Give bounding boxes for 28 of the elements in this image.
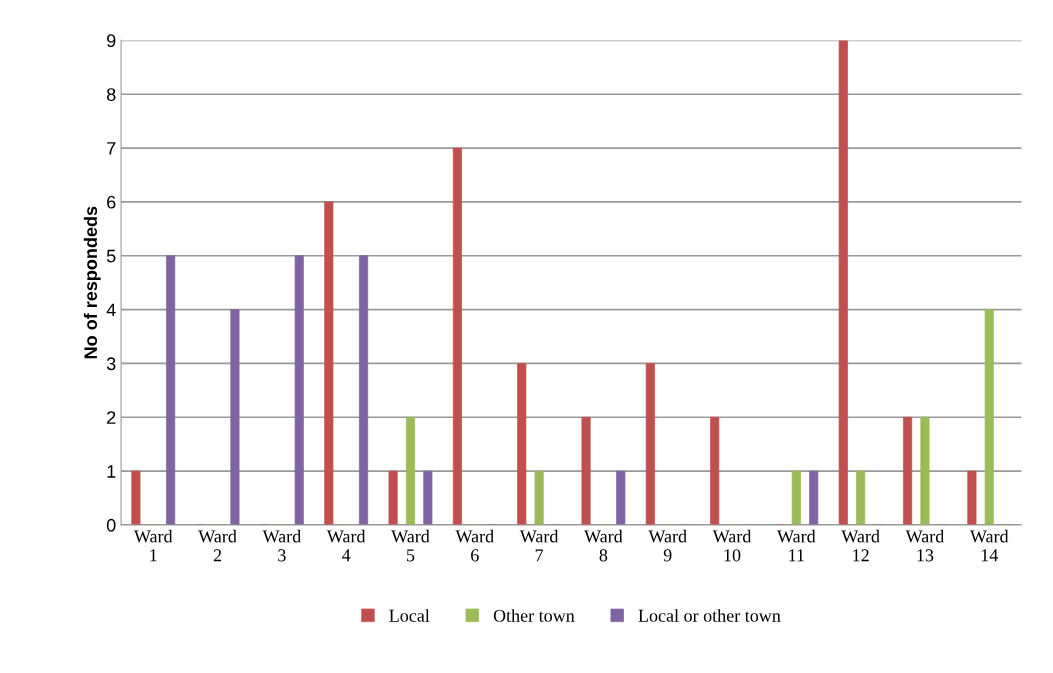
x-tick-label: Ward 14: [969, 529, 1009, 562]
x-tick-label: Ward 4: [326, 529, 366, 562]
y-tick-label: 0: [106, 518, 116, 532]
x-tick-label: Ward 2: [198, 529, 237, 562]
x-tick-label: Ward 7: [519, 529, 559, 562]
y-tick-label: 8: [106, 88, 116, 101]
legend-label: Local or other town: [638, 609, 781, 622]
x-tick-label: Ward 11: [777, 529, 816, 562]
y-tick-label: 2: [107, 411, 116, 424]
x-tick-label: Ward 3: [262, 529, 301, 562]
legend-label: Local: [389, 609, 430, 622]
x-tick-label: Ward 9: [648, 529, 687, 562]
y-tick-label: 9: [107, 34, 116, 48]
y-tick-label: 7: [107, 142, 116, 155]
x-tick-label: Ward 13: [905, 529, 945, 562]
y-axis-title: No of respondeds: [83, 206, 101, 359]
y-tick-label: 3: [106, 357, 116, 371]
y-tick-label: 5: [106, 249, 116, 263]
y-tick-label: 4: [106, 303, 116, 317]
x-tick-label: Ward 8: [584, 529, 623, 562]
x-tick-label: Ward 5: [391, 529, 430, 562]
legend-label: Other town: [493, 609, 575, 622]
x-tick-label: Ward 6: [455, 529, 494, 562]
y-tick-label: 1: [107, 465, 116, 478]
x-tick-label: Ward 12: [841, 529, 880, 562]
y-tick-label: 6: [107, 195, 116, 209]
x-tick-label: Ward 10: [712, 529, 752, 562]
x-tick-label: Ward 1: [133, 529, 173, 562]
